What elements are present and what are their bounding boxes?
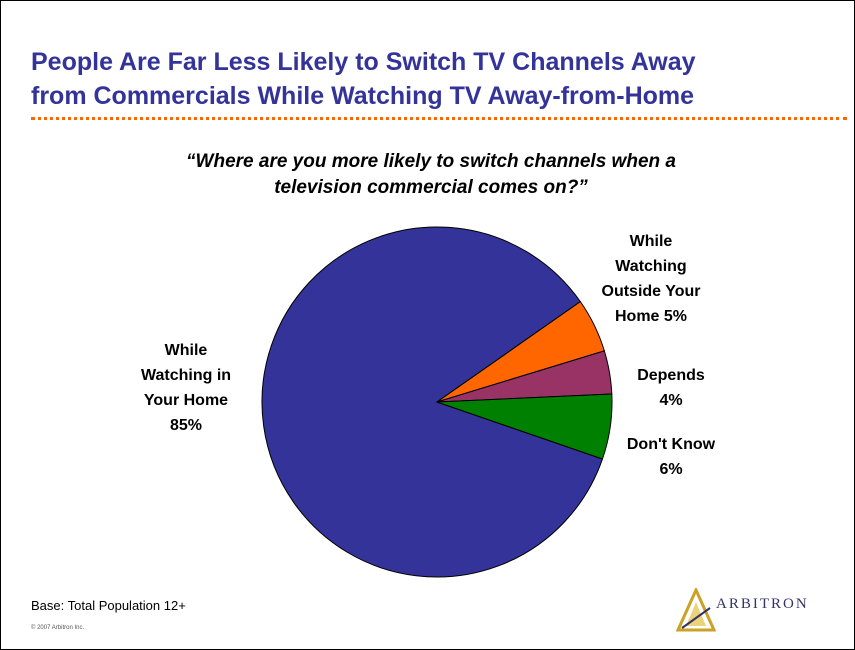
pie-slice-home xyxy=(261,226,604,578)
slice-label-dont-know: Don't Know 6% xyxy=(626,436,716,478)
arbitron-logo-icon xyxy=(676,588,716,632)
arbitron-logo-text: ARBITRON xyxy=(716,596,809,612)
pie-slice-dont-know xyxy=(436,393,613,460)
slice-label-home: While Watching in Your Home 85% xyxy=(140,342,232,434)
base-note: Base: Total Population 12+ xyxy=(31,598,186,613)
slice-label-outside-home: While Watching Outside Your Home 5% xyxy=(601,233,701,325)
chart-title-line-1: People Are Far Less Likely to Switch TV … xyxy=(31,48,696,76)
copyright-note: © 2007 Arbitron Inc. xyxy=(31,625,85,631)
title-divider xyxy=(31,117,847,120)
survey-question: “Where are you more likely to switch cha… xyxy=(131,149,731,201)
arbitron-logo: ARBITRON xyxy=(676,588,851,633)
survey-question-line-2: television commercial comes on?” xyxy=(274,177,588,198)
survey-question-line-1: “Where are you more likely to switch cha… xyxy=(186,151,676,172)
chart-title: People Are Far Less Likely to Switch TV … xyxy=(31,45,831,113)
slice-label-depends: Depends 4% xyxy=(637,367,705,409)
chart-title-line-2: from Commercials While Watching TV Away-… xyxy=(31,82,695,110)
